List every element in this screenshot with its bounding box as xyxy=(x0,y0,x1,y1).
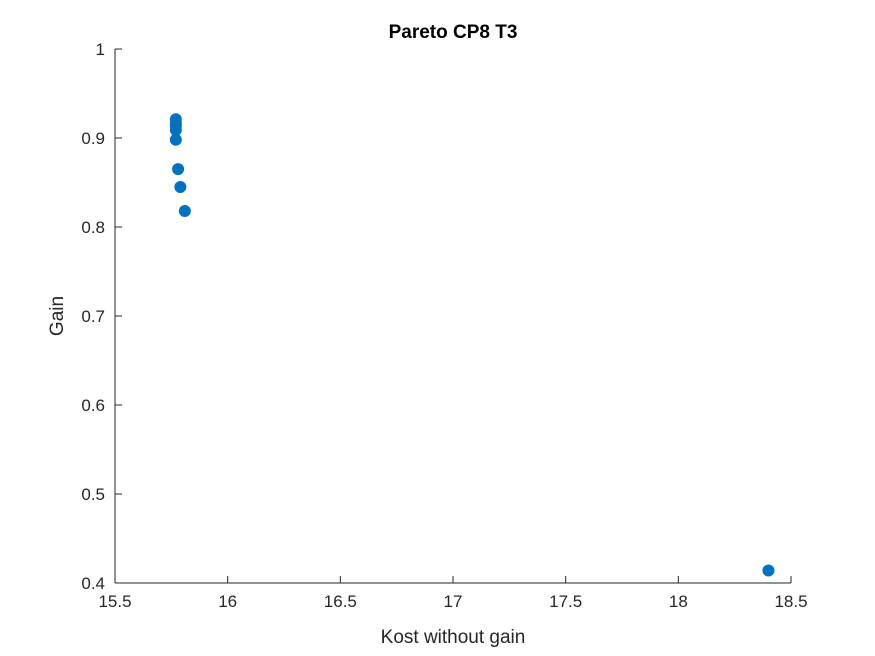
data-point xyxy=(172,163,185,176)
plot-axes: 15.5 16 16.5 17 17.5 18 18.5 0.40.50.60.70.80.… xyxy=(81,40,807,611)
y-tick-label: 0.6 xyxy=(81,396,105,415)
y-tick-label: 0.4 xyxy=(81,574,105,593)
x-tick-label: 18 xyxy=(669,592,688,611)
y-tick-label: 0.9 xyxy=(81,129,105,148)
x-ticks: 15.5 16 16.5 17 17.5 18 18.5 xyxy=(98,576,808,611)
x-tick-label: 17.5 xyxy=(549,592,582,611)
data-point xyxy=(169,133,182,146)
x-tick-label: 16.5 xyxy=(324,592,357,611)
y-axis-label: Gain xyxy=(47,296,68,336)
data-point xyxy=(178,204,191,217)
chart-title: Pareto CP8 T3 xyxy=(389,22,518,43)
y-tick-label: 1 xyxy=(96,40,105,59)
x-tick-label: 16 xyxy=(218,592,237,611)
data-point xyxy=(169,123,182,136)
x-axis-label: Kost without gain xyxy=(381,627,526,648)
y-tick-label: 0.8 xyxy=(81,218,105,237)
x-tick-label: 15.5 xyxy=(98,592,131,611)
y-tick-label: 0.7 xyxy=(81,307,105,326)
data-point xyxy=(174,180,187,193)
y-ticks: 0.4 0.5 0.6 0.7 0.8 0.9 1 xyxy=(81,40,122,593)
x-tick-label: 18.5 xyxy=(774,592,807,611)
data-points xyxy=(169,113,775,577)
x-tick-label: 17 xyxy=(444,592,463,611)
data-point xyxy=(762,564,775,577)
y-tick-label: 0.5 xyxy=(81,485,105,504)
